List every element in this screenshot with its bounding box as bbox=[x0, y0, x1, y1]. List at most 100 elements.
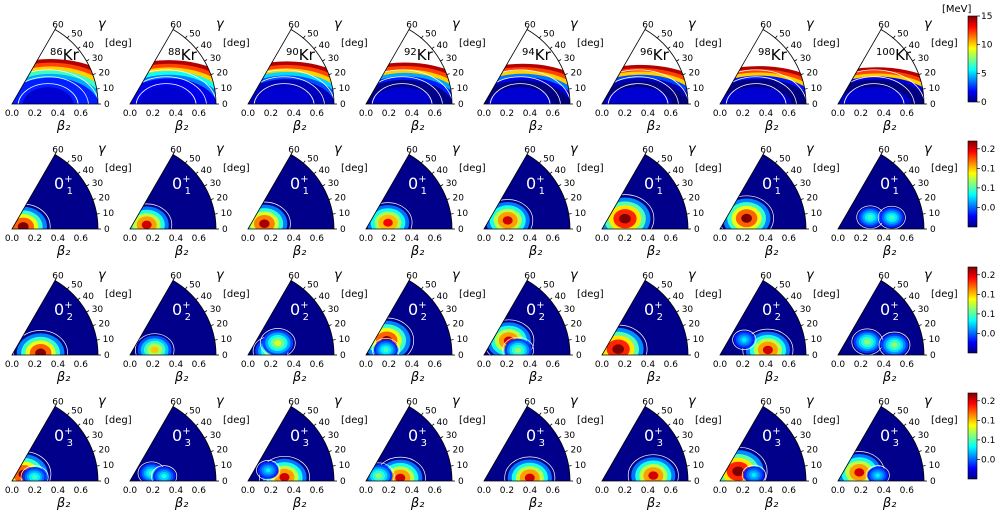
gamma-tick-label: 30 bbox=[800, 305, 812, 315]
gamma-tick bbox=[676, 184, 680, 187]
state-label: 0+ 2 bbox=[526, 300, 545, 323]
beta-tick-label: 0.6 bbox=[74, 360, 89, 370]
gamma-tick bbox=[54, 26, 57, 30]
beta-tick-label: 0.6 bbox=[782, 360, 797, 370]
wavefunction-peak bbox=[383, 347, 389, 353]
beta-tick-label: 0.6 bbox=[782, 109, 797, 119]
gamma-tick bbox=[302, 35, 306, 39]
gamma-tick-label: 20 bbox=[571, 446, 583, 456]
gamma-tick-label: 40 bbox=[555, 41, 567, 51]
gamma-tick-label: 30 bbox=[682, 179, 694, 189]
gamma-tick-label: 10 bbox=[811, 335, 823, 345]
state-label: 0+ 3 bbox=[526, 426, 545, 449]
gamma-tick-label: 10 bbox=[457, 209, 469, 219]
beta-tick-label: 0.4 bbox=[759, 109, 774, 119]
gamma-tick-label: 50 bbox=[189, 155, 201, 165]
sector-fill bbox=[248, 406, 334, 481]
gamma-tick bbox=[450, 339, 454, 341]
state-base: 0 bbox=[526, 174, 536, 193]
gamma-tick bbox=[667, 171, 671, 175]
beta-tick-label: 0.4 bbox=[877, 360, 892, 370]
contour-line bbox=[502, 336, 534, 355]
gamma-tick bbox=[408, 403, 411, 407]
sector-outline bbox=[719, 405, 807, 482]
mass-number: 94 bbox=[522, 47, 535, 58]
gamma-tick-label: 0 bbox=[104, 100, 110, 110]
state-label: 0+ 1 bbox=[172, 174, 191, 197]
gamma-tick-label: 60 bbox=[642, 145, 654, 155]
gamma-tick-label: 30 bbox=[800, 431, 812, 441]
beta-axis-label: β₂ bbox=[882, 119, 897, 134]
gamma-tick bbox=[290, 26, 293, 30]
beta-tick-label: 0.6 bbox=[428, 486, 443, 496]
gamma-tick-label: 10 bbox=[575, 84, 587, 94]
wavefunction-peak bbox=[875, 473, 880, 478]
wavefunction-peak bbox=[265, 468, 271, 473]
beta-axis-label: β₂ bbox=[292, 370, 307, 385]
gamma-tick-label: 20 bbox=[217, 194, 229, 204]
gamma-tick-label: 30 bbox=[682, 431, 694, 441]
gamma-tick-label: 60 bbox=[760, 397, 772, 407]
gamma-tick bbox=[332, 339, 336, 341]
gamma-tick bbox=[54, 277, 57, 281]
sector-fill bbox=[366, 406, 452, 481]
beta-tick-label: 0.0 bbox=[831, 109, 846, 119]
contour-line bbox=[602, 194, 655, 229]
wavefunction-peak bbox=[395, 473, 406, 481]
gamma-tick-label: 0 bbox=[340, 100, 346, 110]
beta-axis-label: β₂ bbox=[174, 496, 189, 511]
gamma-tick bbox=[880, 26, 883, 30]
gamma-tick bbox=[96, 88, 100, 90]
wavefunction-peak bbox=[889, 215, 895, 220]
gamma-tick-label: 0 bbox=[694, 477, 700, 487]
gamma-unit-label: [deg] bbox=[577, 415, 604, 426]
sector-fill bbox=[366, 154, 452, 229]
nucleus-label: 98Kr bbox=[758, 46, 788, 64]
energy-minimum bbox=[22, 87, 74, 104]
sector-outline bbox=[837, 153, 925, 230]
gamma-tick bbox=[762, 151, 765, 155]
gamma-tick bbox=[332, 465, 336, 467]
gamma-tick-label: 60 bbox=[760, 20, 772, 30]
gamma-unit-label: [deg] bbox=[813, 415, 840, 426]
gamma-tick-label: 30 bbox=[564, 54, 576, 64]
gamma-tick bbox=[526, 26, 529, 30]
gamma-tick bbox=[903, 171, 907, 175]
beta-tick-label: 0.6 bbox=[192, 234, 207, 244]
colorbar-tick-label: 0.10 bbox=[981, 436, 996, 446]
contour-line bbox=[877, 205, 906, 229]
gamma-tick-label: 50 bbox=[425, 281, 437, 291]
gamma-tick-label: 0 bbox=[576, 477, 582, 487]
gamma-tick-label: 40 bbox=[83, 292, 95, 302]
beta-axis-label: β₂ bbox=[410, 244, 425, 259]
state-parity: + bbox=[182, 174, 190, 185]
beta-tick-label: 0.2 bbox=[28, 109, 42, 119]
gamma-tick bbox=[290, 277, 293, 281]
beta-axis-label: β₂ bbox=[764, 370, 779, 385]
beta-tick-label: 0.2 bbox=[382, 360, 396, 370]
gamma-tick bbox=[538, 35, 542, 39]
sector-fill bbox=[12, 280, 98, 355]
state-parity: + bbox=[418, 174, 426, 185]
contour-line bbox=[732, 329, 757, 350]
gamma-tick-label: 30 bbox=[328, 54, 340, 64]
sector-outline bbox=[837, 28, 925, 105]
gamma-tick-label: 60 bbox=[406, 271, 418, 281]
gamma-unit-label: [deg] bbox=[105, 289, 132, 300]
gamma-tick bbox=[568, 88, 572, 90]
state-label: 0+ 1 bbox=[408, 174, 427, 197]
gamma-tick bbox=[804, 88, 808, 90]
gamma-tick-label: 0 bbox=[458, 351, 464, 361]
gamma-tick bbox=[86, 436, 90, 439]
gamma-tick-label: 40 bbox=[791, 292, 803, 302]
state-base: 0 bbox=[54, 174, 64, 193]
wavefunction-peak bbox=[524, 473, 535, 481]
state-index: 3 bbox=[539, 438, 545, 449]
beta-tick-label: 0.4 bbox=[877, 486, 892, 496]
colorbar-gradient bbox=[967, 266, 978, 354]
beta-tick-label: 0.4 bbox=[523, 109, 538, 119]
gamma-tick bbox=[667, 423, 671, 427]
gamma-tick-label: 30 bbox=[682, 54, 694, 64]
beta-tick-label: 0.0 bbox=[477, 486, 492, 496]
